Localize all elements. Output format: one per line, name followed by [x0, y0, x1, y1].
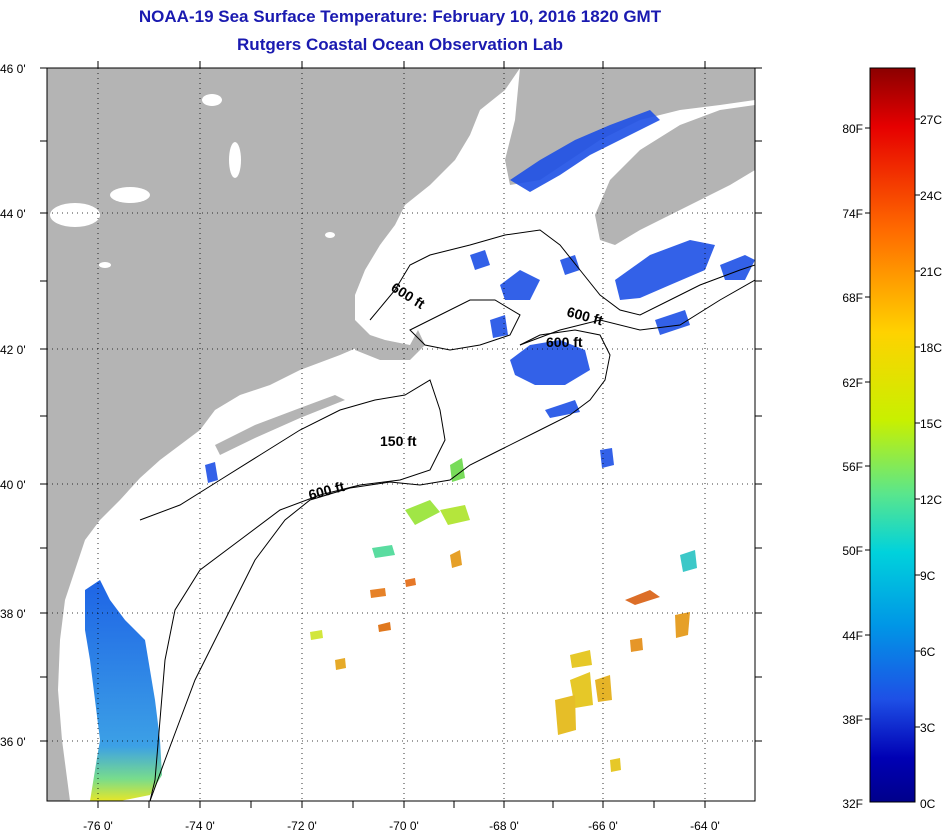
contour-600ft-shelf — [149, 329, 611, 801]
cb-c-0: 0C — [920, 797, 936, 811]
cb-f-38: 38F — [842, 713, 863, 727]
land-nova-scotia — [595, 105, 755, 245]
cb-f-68: 68F — [842, 291, 863, 305]
chesapeake-bay-sst — [85, 580, 162, 801]
lon-label-76: -76 0' — [83, 819, 113, 833]
cb-f-44: 44F — [842, 629, 863, 643]
bathymetry-contours — [139, 229, 755, 801]
cb-c-6: 6C — [920, 645, 936, 659]
contour-gom-inner — [409, 299, 521, 351]
cb-c-15: 15C — [920, 417, 942, 431]
map-subtitle: Rutgers Coastal Ocean Observation Lab — [237, 35, 563, 54]
contour-600ft-gom — [369, 229, 755, 321]
lon-label-64: -64 0' — [690, 819, 720, 833]
lakes — [50, 94, 335, 268]
sst-cold-patches — [205, 110, 755, 483]
land-us-mainland — [47, 68, 520, 801]
cb-c-24: 24C — [920, 189, 942, 203]
sst-warm-patches — [335, 550, 690, 772]
cb-f-80: 80F — [842, 122, 863, 136]
land-cape-cod — [355, 330, 425, 360]
cb-c-12: 12C — [920, 493, 942, 507]
lon-label-70: -70 0' — [389, 819, 419, 833]
sst-mid-patches — [310, 458, 697, 640]
lat-label-46: 46 0' — [0, 62, 26, 76]
lon-label-72: -72 0' — [287, 819, 317, 833]
lat-label-40: 40 0' — [0, 478, 26, 492]
lon-label-68: -68 0' — [489, 819, 519, 833]
lon-label-74: -74 0' — [185, 819, 215, 833]
cb-f-32: 32F — [842, 797, 863, 811]
colorbar — [869, 67, 916, 803]
contour-label-150: 150 ft — [380, 433, 417, 449]
cb-f-50: 50F — [842, 544, 863, 558]
colorbar-ticks — [865, 118, 920, 728]
cb-c-3: 3C — [920, 721, 936, 735]
map-frame — [46, 67, 756, 802]
lat-label-42: 42 0' — [0, 343, 26, 357]
cb-f-74: 74F — [842, 207, 863, 221]
tick-marks — [40, 61, 762, 808]
lat-label-44: 44 0' — [0, 207, 26, 221]
cb-f-56: 56F — [842, 460, 863, 474]
map-title: NOAA-19 Sea Surface Temperature: Februar… — [138, 7, 662, 26]
cb-c-27: 27C — [920, 113, 942, 127]
cb-c-18: 18C — [920, 341, 942, 355]
cb-c-9: 9C — [920, 569, 936, 583]
contour-ns-shelf — [519, 279, 755, 346]
lat-label-38: 38 0' — [0, 607, 26, 621]
contour-label-georges: 600 ft — [546, 334, 583, 350]
contour-150ft — [139, 379, 446, 801]
graticule — [47, 68, 755, 801]
cb-c-21: 21C — [920, 265, 942, 279]
lon-label-66: -66 0' — [588, 819, 618, 833]
land-long-island — [215, 395, 345, 455]
lat-label-36: 36 0' — [0, 735, 26, 749]
cb-f-62: 62F — [842, 376, 863, 390]
